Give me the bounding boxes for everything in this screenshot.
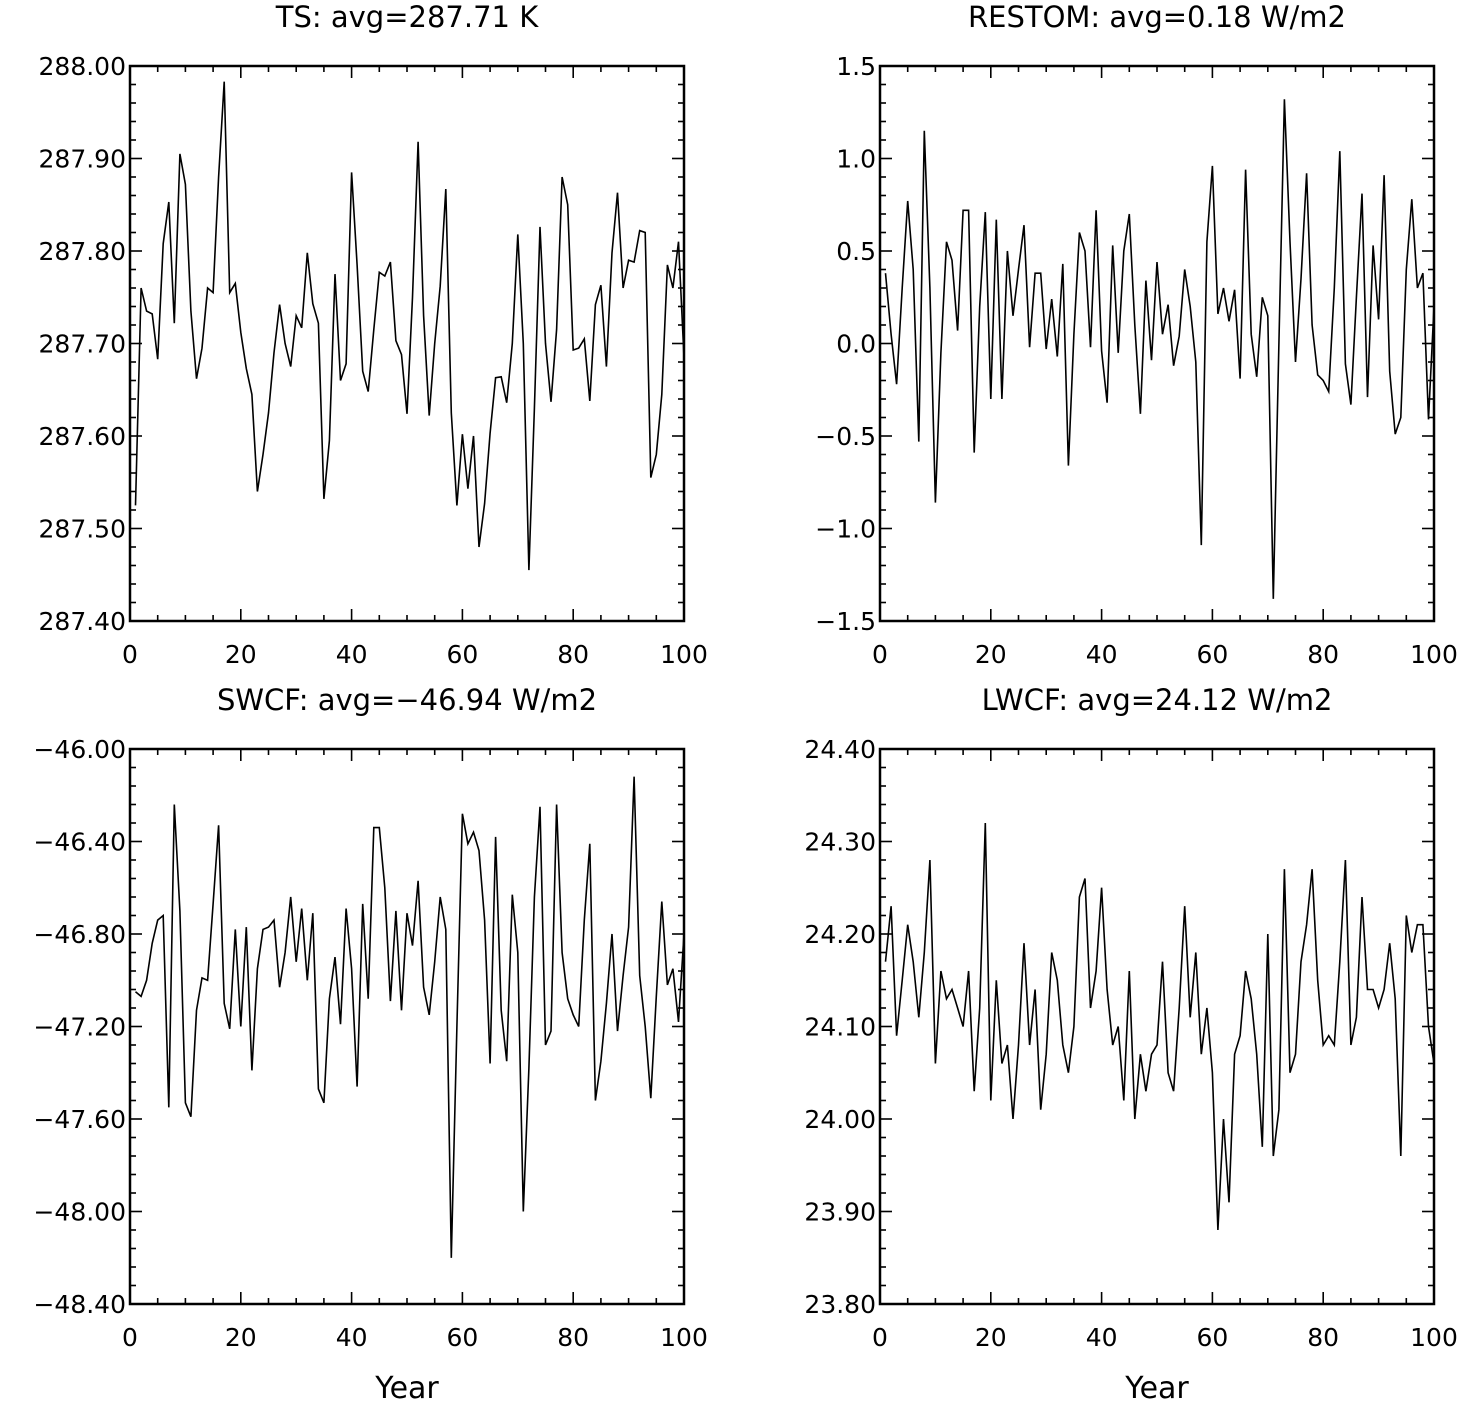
panel-title: RESTOM: avg=0.18 W/m2 — [968, 0, 1346, 34]
panel-restom: RESTOM: avg=0.18 W/m2 0 20 40 60 80 100 −1.5 −1… — [815, 0, 1458, 669]
x-tick-label: 100 — [660, 1323, 708, 1352]
x-tick-label: 40 — [336, 1323, 368, 1352]
y-tick-label: 1.5 — [836, 52, 876, 81]
y-tick-label: 287.40 — [39, 607, 126, 636]
y-tick-label: 24.40 — [804, 735, 876, 764]
y-tick-label: 24.20 — [804, 920, 876, 949]
y-tick-label: 288.00 — [39, 52, 126, 81]
x-tick-label: 20 — [225, 640, 257, 669]
x-tick-label: 80 — [557, 1323, 589, 1352]
x-tick-label: 20 — [975, 640, 1007, 669]
x-tick-label: 80 — [1307, 1323, 1339, 1352]
y-tick-label: −47.20 — [33, 1013, 126, 1042]
y-tick-label: 23.80 — [804, 1290, 876, 1319]
y-tick-label: 1.0 — [836, 145, 876, 174]
panel-title: LWCF: avg=24.12 W/m2 — [982, 683, 1333, 717]
y-tick-label: 287.70 — [39, 330, 126, 359]
plot-frame — [878, 64, 1436, 623]
x-tick-label: 100 — [660, 640, 708, 669]
y-tick-label: 23.90 — [804, 1198, 876, 1227]
x-tick-label: 60 — [1196, 640, 1228, 669]
x-axis-label: Year — [1124, 1371, 1189, 1402]
x-tick-label: 20 — [975, 1323, 1007, 1352]
panel-title: SWCF: avg=−46.94 W/m2 — [217, 683, 597, 717]
y-tick-label: −46.40 — [33, 828, 126, 857]
series-line — [134, 81, 685, 571]
x-tick-label: 60 — [446, 1323, 478, 1352]
y-tick-label: −46.80 — [33, 920, 126, 949]
x-tick-label: 60 — [446, 640, 478, 669]
plot-frame — [128, 747, 686, 1306]
y-tick-label: 287.60 — [39, 422, 126, 451]
panel-title: TS: avg=287.71 K — [275, 0, 539, 34]
panel-swcf: SWCF: avg=−46.94 W/m2 Year 0 20 40 60 80 100 −… — [33, 683, 707, 1402]
y-tick-label: −0.5 — [815, 422, 876, 451]
y-tick-label: 287.80 — [39, 237, 126, 266]
y-tick-label: −46.00 — [33, 735, 126, 764]
x-tick-label: 60 — [1196, 1323, 1228, 1352]
series-line — [134, 776, 685, 1258]
y-tick-label: 0.5 — [836, 237, 876, 266]
x-tick-label: 0 — [122, 640, 138, 669]
series-line — [884, 99, 1435, 599]
series-line — [884, 822, 1435, 1231]
y-tick-label: −48.00 — [33, 1198, 126, 1227]
y-tick-label: 24.00 — [804, 1105, 876, 1134]
x-tick-label: 20 — [225, 1323, 257, 1352]
x-tick-label: 80 — [1307, 640, 1339, 669]
x-axis-label: Year — [374, 1371, 439, 1402]
y-tick-label: −1.0 — [815, 515, 876, 544]
y-tick-label: 287.50 — [39, 515, 126, 544]
x-tick-label: 0 — [872, 640, 888, 669]
x-tick-label: 40 — [1086, 1323, 1118, 1352]
panel-lwcf: LWCF: avg=24.12 W/m2 Year 0 20 40 60 80 100 23… — [804, 683, 1457, 1402]
y-tick-label: −1.5 — [815, 607, 876, 636]
x-tick-label: 40 — [336, 640, 368, 669]
y-tick-label: 287.90 — [39, 145, 126, 174]
x-tick-label: 0 — [122, 1323, 138, 1352]
x-tick-label: 0 — [872, 1323, 888, 1352]
y-tick-label: 24.30 — [804, 828, 876, 857]
y-tick-label: 24.10 — [804, 1013, 876, 1042]
x-tick-label: 80 — [557, 640, 589, 669]
panel-ts: TS: avg=287.71 K 0 20 40 60 80 100 287.40 287.5… — [39, 0, 708, 669]
y-tick-label: −48.40 — [33, 1290, 126, 1319]
y-tick-label: 0.0 — [836, 330, 876, 359]
x-tick-label: 40 — [1086, 640, 1118, 669]
plot-frame — [128, 64, 686, 623]
x-tick-label: 100 — [1410, 640, 1458, 669]
x-tick-label: 100 — [1410, 1323, 1458, 1352]
y-tick-label: −47.60 — [33, 1105, 126, 1134]
